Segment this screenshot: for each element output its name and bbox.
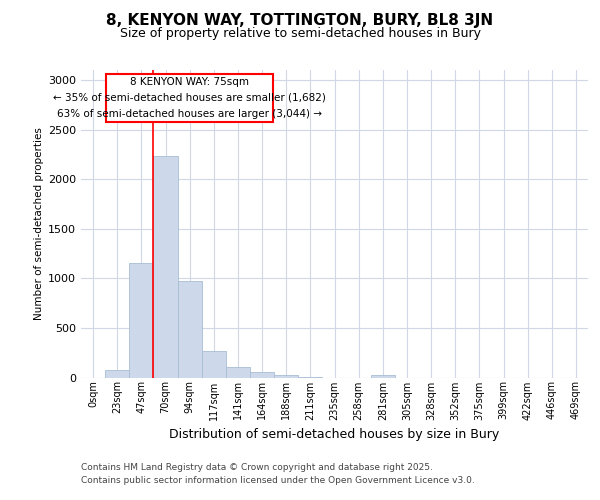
Text: 63% of semi-detached houses are larger (3,044) →: 63% of semi-detached houses are larger (… bbox=[57, 108, 322, 118]
Bar bbox=[250, 372, 274, 378]
Bar bbox=[129, 264, 154, 378]
Text: Size of property relative to semi-detached houses in Bury: Size of property relative to semi-detach… bbox=[119, 28, 481, 40]
Bar bbox=[178, 281, 202, 378]
Bar bbox=[371, 374, 395, 378]
Bar bbox=[154, 156, 178, 378]
Text: Contains HM Land Registry data © Crown copyright and database right 2025.: Contains HM Land Registry data © Crown c… bbox=[81, 464, 433, 472]
Text: 8, KENYON WAY, TOTTINGTON, BURY, BL8 3JN: 8, KENYON WAY, TOTTINGTON, BURY, BL8 3JN bbox=[106, 12, 494, 28]
Bar bbox=[298, 376, 322, 378]
X-axis label: Distribution of semi-detached houses by size in Bury: Distribution of semi-detached houses by … bbox=[169, 428, 500, 441]
Text: ← 35% of semi-detached houses are smaller (1,682): ← 35% of semi-detached houses are smalle… bbox=[53, 93, 326, 103]
Text: 8 KENYON WAY: 75sqm: 8 KENYON WAY: 75sqm bbox=[130, 77, 249, 87]
Bar bbox=[105, 370, 129, 378]
Text: Contains public sector information licensed under the Open Government Licence v3: Contains public sector information licen… bbox=[81, 476, 475, 485]
Bar bbox=[226, 366, 250, 378]
Bar bbox=[202, 350, 226, 378]
Bar bbox=[274, 374, 298, 378]
Bar bbox=[106, 74, 273, 122]
Y-axis label: Number of semi-detached properties: Number of semi-detached properties bbox=[34, 128, 44, 320]
